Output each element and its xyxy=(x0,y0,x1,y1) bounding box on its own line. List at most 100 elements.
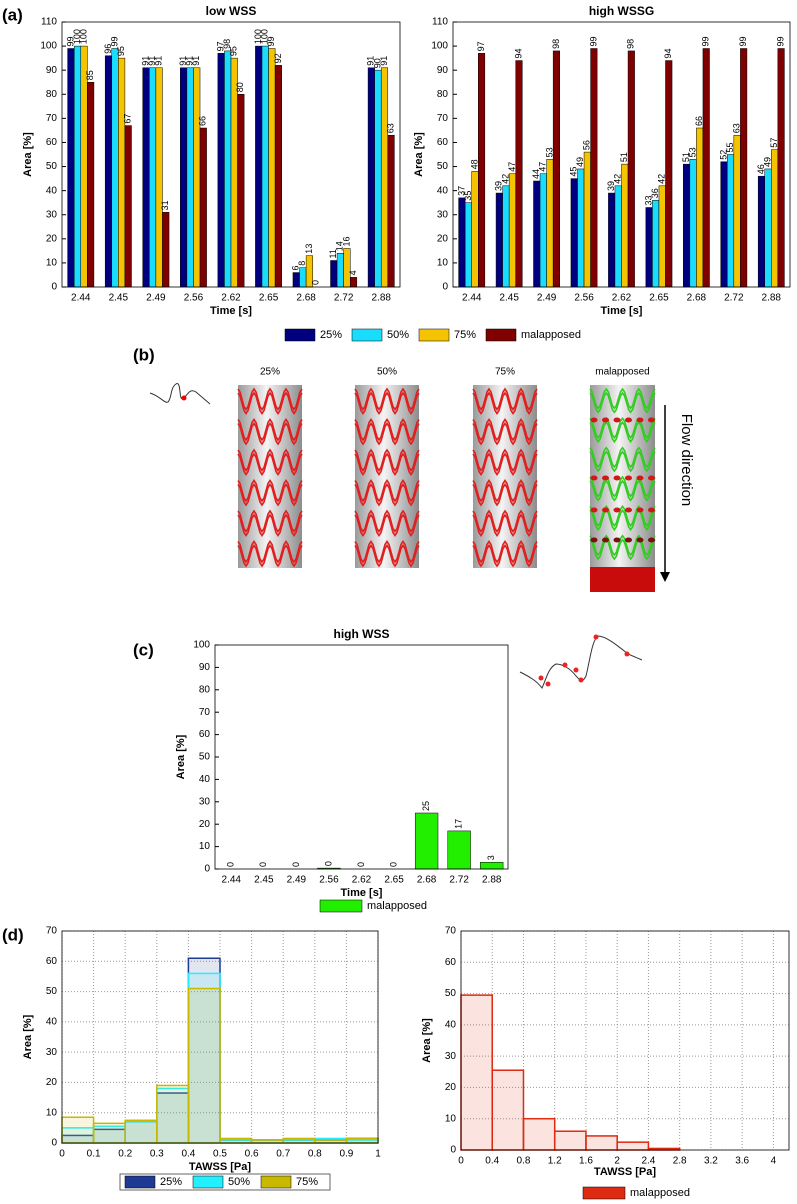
bar xyxy=(124,125,132,288)
histogram-bar xyxy=(585,1135,618,1151)
stent-strut xyxy=(354,422,420,446)
data-label: 56 xyxy=(582,140,592,150)
stent-label: 25% xyxy=(260,367,280,378)
x-tick-label: 1.2 xyxy=(548,1156,562,1167)
malapposed-strut xyxy=(648,537,655,543)
data-label: 95 xyxy=(229,46,239,56)
histogram-bar xyxy=(92,1122,126,1144)
legend-label: malapposed xyxy=(521,329,581,341)
histogram-bar xyxy=(314,1139,348,1144)
stent-strut xyxy=(237,509,303,533)
x-tick-label: 1 xyxy=(375,1149,381,1160)
bar xyxy=(162,212,170,288)
stent-strut xyxy=(354,448,420,472)
y-axis-label: Area [%] xyxy=(175,734,187,779)
data-label: 49 xyxy=(575,157,585,167)
stent-strut xyxy=(589,475,656,498)
malapposed-strut xyxy=(602,507,609,513)
bar xyxy=(552,50,560,288)
stent-strut xyxy=(354,479,420,503)
stent-strut xyxy=(472,509,538,533)
x-tick-label: 0.9 xyxy=(339,1149,353,1160)
axes-frame xyxy=(61,21,401,288)
axes-frame xyxy=(214,644,509,870)
y-tick-label: 100 xyxy=(40,41,57,52)
chart-title: high WSS xyxy=(334,627,390,641)
malapposed-strut xyxy=(613,417,621,423)
bar xyxy=(508,173,516,288)
x-axis-label: TAWSS [Pa] xyxy=(189,1161,251,1173)
data-label: 47 xyxy=(538,162,548,172)
malapposed-strut xyxy=(613,537,621,543)
malapposed-strut xyxy=(590,537,598,543)
y-tick-label: 20 xyxy=(46,1077,58,1088)
data-label: 80 xyxy=(235,82,245,92)
bar xyxy=(546,159,554,288)
bar xyxy=(447,830,471,870)
y-tick-label: 40 xyxy=(445,1019,457,1030)
x-axis-label: Time [s] xyxy=(601,305,643,317)
chart-title: high WSSG xyxy=(589,4,654,18)
malapposed-strut xyxy=(636,475,644,481)
data-label: 51 xyxy=(681,152,691,162)
bar xyxy=(261,45,269,288)
panel-label: (a) xyxy=(2,5,23,24)
waveform-marker xyxy=(181,395,187,401)
stent-strut xyxy=(237,540,303,564)
vessel xyxy=(355,385,419,568)
x-axis-label: Time [s] xyxy=(210,305,252,317)
x-tick-label: 2.88 xyxy=(482,875,502,886)
y-tick-label: 60 xyxy=(46,956,58,967)
data-label: 53 xyxy=(687,147,697,157)
data-label: 92 xyxy=(273,53,283,63)
x-tick-label: 0.8 xyxy=(308,1149,322,1160)
stent-strut xyxy=(237,483,303,507)
data-label: 0 xyxy=(258,862,268,867)
bar xyxy=(343,248,351,288)
data-label: 96 xyxy=(103,44,113,54)
data-label: 91 xyxy=(178,56,188,66)
bar xyxy=(720,161,728,288)
malapposed-strut xyxy=(602,537,609,543)
stent-strut xyxy=(472,422,538,446)
bar xyxy=(217,53,225,288)
x-tick-label: 2.45 xyxy=(254,875,274,886)
data-label: 97 xyxy=(216,41,226,51)
bar xyxy=(336,253,344,288)
y-tick-label: 100 xyxy=(431,41,448,52)
x-tick-label: 2.45 xyxy=(109,293,129,304)
y-tick-label: 50 xyxy=(46,161,58,172)
bar xyxy=(73,45,82,288)
y-tick-label: 0 xyxy=(51,1138,57,1149)
malapposed-strut xyxy=(648,475,655,481)
y-tick-label: 0 xyxy=(204,864,210,875)
y-tick-label: 70 xyxy=(199,707,211,718)
bar xyxy=(577,168,585,288)
legend-swatch xyxy=(485,328,517,342)
x-tick-label: 2.49 xyxy=(537,293,557,304)
y-axis-label: Area [%] xyxy=(413,132,425,177)
data-label: 66 xyxy=(198,116,208,126)
legend-swatch xyxy=(319,899,363,913)
waveform-markers xyxy=(538,634,630,687)
stent-strut xyxy=(472,479,538,503)
malapposed-strut xyxy=(636,417,644,423)
data-label: 94 xyxy=(663,49,673,59)
bar xyxy=(67,48,75,288)
bar xyxy=(515,60,523,288)
x-tick-label: 2.62 xyxy=(352,875,372,886)
histogram-bar xyxy=(219,1137,253,1144)
data-label: 51 xyxy=(619,152,629,162)
data-label: 100 xyxy=(260,29,270,44)
y-tick-label: 70 xyxy=(437,113,449,124)
vessel xyxy=(238,385,302,568)
data-label: 17 xyxy=(454,819,464,829)
x-tick-label: 0.6 xyxy=(245,1149,259,1160)
x-tick-label: 2.88 xyxy=(371,293,391,304)
histogram-bar xyxy=(460,994,493,1151)
stent-strut xyxy=(589,387,656,410)
bar xyxy=(199,127,207,288)
bar xyxy=(414,812,439,870)
x-tick-label: 2.68 xyxy=(296,293,316,304)
